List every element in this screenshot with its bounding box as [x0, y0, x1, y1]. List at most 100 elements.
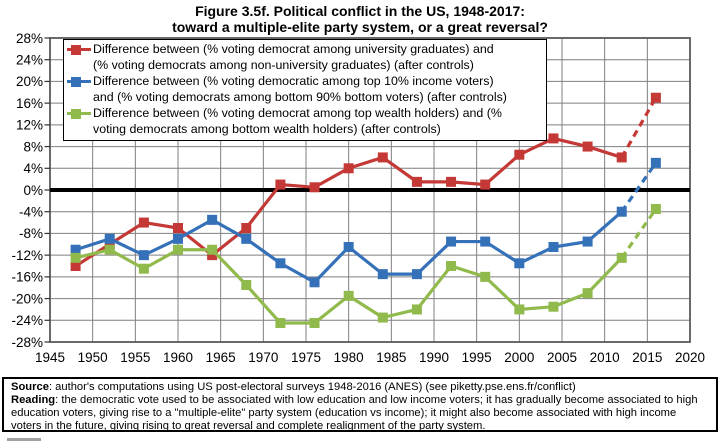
education-difference-series: [70, 92, 661, 271]
legend-income-line1: Difference between (% voting democratic …: [93, 74, 494, 89]
legend-education-line2: (% voting democrats among non-university…: [93, 58, 474, 73]
svg-text:24%: 24%: [16, 53, 43, 68]
svg-text:-28%: -28%: [11, 335, 43, 350]
wealth-difference-point-marker: [650, 204, 661, 214]
education-difference-point-marker: [514, 149, 525, 160]
reading-text: : the democratic vote used to be associa…: [11, 394, 698, 433]
income-difference-series: [70, 157, 661, 288]
education-difference-point-marker: [650, 92, 661, 103]
svg-text:-4%: -4%: [19, 205, 43, 220]
svg-text:12%: 12%: [16, 118, 43, 133]
income-difference-point-marker: [480, 236, 491, 247]
svg-text:20%: 20%: [16, 74, 43, 89]
source-reading-note: Source: author's computations using US p…: [2, 377, 718, 432]
reading-label: Reading: [11, 394, 56, 407]
legend-wealth-line1: Difference between (% voting democrat am…: [93, 106, 502, 121]
income-difference-point-marker: [548, 242, 559, 252]
education-difference-point-marker: [582, 141, 593, 152]
education-difference-point-marker: [616, 152, 627, 163]
income-difference-point-marker: [582, 236, 593, 247]
income-difference-point-marker: [343, 242, 354, 252]
education-difference-point-marker: [411, 176, 422, 187]
income-difference-point-marker: [309, 277, 320, 288]
svg-text:-20%: -20%: [11, 291, 43, 306]
chart-title-line1: Figure 3.5f. Political conflict in the U…: [195, 3, 525, 19]
wealth-difference-series: [70, 204, 661, 328]
y-axis-ticks: [44, 37, 50, 343]
source-text: : author's computations using US post-el…: [48, 381, 576, 393]
wealth-difference-point-marker: [309, 318, 320, 328]
svg-text:2010: 2010: [590, 350, 620, 365]
x-axis-labels: 1945 1950 1955 1960 1965 1970 1975 1980 1985 1990…: [35, 350, 705, 365]
chart-title-line2: toward a multiple-elite party system, or…: [172, 19, 548, 35]
education-difference-point-marker: [309, 182, 320, 193]
wealth-difference-point-marker: [173, 244, 183, 255]
legend-wealth-line2: voting democrats among bottom wealth hol…: [93, 122, 441, 137]
wealth-difference-point-marker: [275, 318, 286, 328]
income-difference-point-marker: [207, 214, 218, 225]
income-difference-point-marker: [616, 206, 627, 217]
education-difference-point-marker: [275, 179, 286, 190]
income-difference-point-marker: [70, 244, 81, 255]
wealth-difference-point-marker: [241, 280, 252, 290]
svg-text:2000: 2000: [504, 350, 534, 365]
source-label: Source: [11, 381, 49, 393]
wealth-difference-point-marker: [207, 244, 218, 255]
wealth-difference-point-marker: [70, 252, 81, 263]
svg-text:1985: 1985: [376, 350, 406, 365]
svg-text:1970: 1970: [248, 350, 278, 365]
income-series-marker-icon: [67, 74, 93, 88]
income-difference-point-marker: [514, 258, 525, 269]
svg-text:-12%: -12%: [11, 248, 43, 263]
legend-education-line1: Difference between (% voting democrat am…: [93, 42, 494, 56]
legend-entry-education-text: Difference between (% voting democrat am…: [93, 41, 494, 73]
svg-text:-16%: -16%: [11, 270, 43, 285]
income-difference-point-marker: [446, 236, 457, 247]
income-difference-point-marker: [138, 250, 149, 261]
svg-text:4%: 4%: [23, 161, 43, 176]
svg-text:-8%: -8%: [19, 226, 43, 241]
svg-text:1955: 1955: [120, 350, 150, 365]
education-difference-point-marker: [548, 133, 559, 144]
wealth-difference-point-marker: [411, 304, 422, 315]
income-difference-point-marker: [650, 157, 661, 168]
income-difference-point-marker: [104, 233, 115, 244]
legend-entry-education: Difference between (% voting democrat am…: [67, 41, 542, 73]
chart-legend: Difference between (% voting democrat am…: [63, 39, 547, 141]
svg-text:2005: 2005: [547, 350, 577, 365]
cutoff-next-block-fragment: [7, 438, 41, 444]
wealth-difference-point-marker: [138, 263, 149, 274]
wealth-difference-point-marker: [582, 288, 593, 299]
svg-text:0%: 0%: [23, 183, 43, 198]
income-difference-point-marker: [275, 258, 286, 269]
wealth-difference-point-marker: [104, 244, 115, 255]
svg-text:28%: 28%: [16, 31, 43, 46]
wealth-difference-point-marker: [548, 301, 559, 312]
svg-text:1945: 1945: [35, 350, 65, 365]
legend-entry-wealth: Difference between (% voting democrat am…: [67, 105, 542, 137]
svg-text:2015: 2015: [632, 350, 662, 365]
education-difference-point-marker: [343, 163, 354, 174]
wealth-difference-point-marker: [343, 290, 354, 301]
legend-entry-income-text: Difference between (% voting democratic …: [93, 73, 507, 105]
svg-text:1990: 1990: [419, 350, 449, 365]
education-difference-point-marker: [241, 223, 252, 233]
svg-text:-24%: -24%: [11, 313, 43, 328]
education-difference-point-marker: [70, 261, 81, 271]
wealth-series-marker-icon: [67, 106, 93, 120]
svg-text:1950: 1950: [78, 350, 108, 365]
income-difference-point-marker: [377, 269, 388, 280]
income-difference-point-marker: [241, 233, 252, 244]
legend-entry-wealth-text: Difference between (% voting democrat am…: [93, 105, 502, 137]
education-series-marker-icon: [67, 42, 93, 56]
svg-text:8%: 8%: [23, 139, 43, 154]
y-axis-labels: 28% 24% 20% 16% 12% 8% 4% 0% -4% -8% -12% -16% -20% -…: [11, 31, 43, 350]
income-difference-point-marker: [411, 269, 422, 280]
income-difference-point-marker: [173, 233, 183, 244]
legend-income-line2: and (% voting democrats among bottom 90%…: [93, 90, 507, 105]
wealth-difference-point-marker: [377, 312, 388, 323]
svg-text:1980: 1980: [334, 350, 364, 365]
svg-text:1960: 1960: [163, 350, 193, 365]
education-difference-point-marker: [480, 179, 491, 190]
